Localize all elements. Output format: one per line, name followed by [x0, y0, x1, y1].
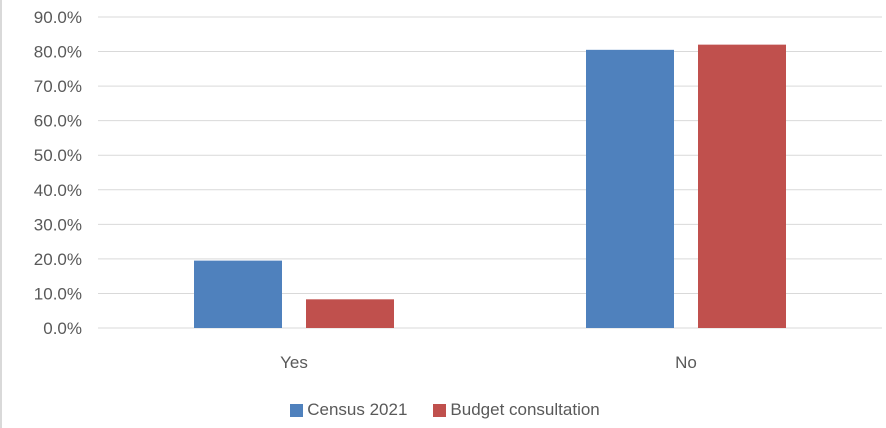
- bar-chart: 0.0% 10.0% 20.0% 30.0% 40.0% 50.0% 60.0% 70.0% 8…: [34, 8, 882, 372]
- y-tick-label: 80.0%: [34, 43, 82, 62]
- legend-label-census: Census 2021: [307, 400, 408, 419]
- legend-swatch-budget: [433, 403, 447, 417]
- y-tick-label: 20.0%: [34, 250, 82, 269]
- y-tick-label: 10.0%: [34, 284, 82, 303]
- y-tick-label: 60.0%: [34, 112, 82, 131]
- bar-budget-consultation-no: [698, 44, 786, 329]
- y-tick-label: 50.0%: [34, 146, 82, 165]
- x-tick-label: Yes: [280, 353, 308, 372]
- y-axis-ticks: 0.0% 10.0% 20.0% 30.0% 40.0% 50.0% 60.0% 70.0% 8…: [34, 8, 82, 338]
- x-tick-label: No: [675, 353, 697, 372]
- bar-census-2021-no: [586, 49, 674, 328]
- bars: [194, 44, 786, 329]
- y-tick-label: 40.0%: [34, 181, 82, 200]
- legend-item-census: Census 2021: [290, 400, 407, 420]
- legend-item-budget: Budget consultation: [433, 400, 600, 420]
- legend-swatch-census: [290, 403, 304, 417]
- bar-census-2021-yes: [194, 260, 282, 328]
- legend: Census 2021 Budget consultation: [2, 400, 886, 420]
- x-axis-ticks: Yes No: [280, 353, 697, 372]
- y-tick-label: 70.0%: [34, 77, 82, 96]
- y-tick-label: 0.0%: [43, 319, 82, 338]
- legend-label-budget: Budget consultation: [450, 400, 600, 419]
- y-tick-label: 90.0%: [34, 8, 82, 27]
- y-tick-label: 30.0%: [34, 215, 82, 234]
- bar-budget-consultation-yes: [306, 299, 394, 328]
